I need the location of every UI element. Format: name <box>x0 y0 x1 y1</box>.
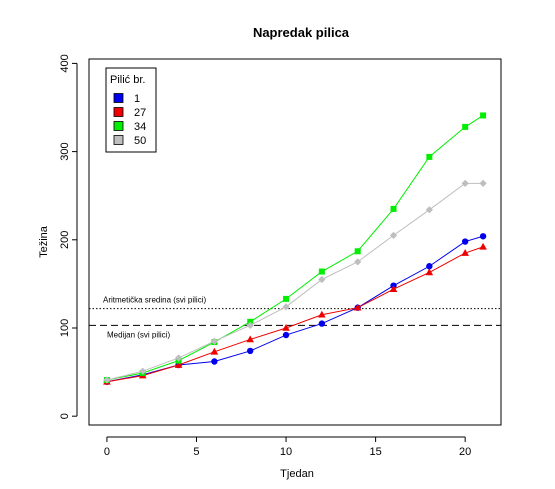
mean-line-label: Aritmetička sredina (svi pilici) <box>103 296 206 305</box>
data-point <box>246 335 255 343</box>
x-tick-label: 15 <box>369 446 381 458</box>
chart-title: Napredak pilica <box>253 25 350 40</box>
data-point <box>174 354 183 362</box>
series-line <box>106 182 484 381</box>
data-point <box>479 179 487 187</box>
y-tick-label: 400 <box>59 54 71 72</box>
y-tick-label: 0 <box>59 413 71 419</box>
x-tick-label: 5 <box>193 446 199 458</box>
data-point <box>318 275 326 284</box>
data-point <box>318 268 325 275</box>
y-tick-label: 100 <box>59 319 71 337</box>
reference-lines: Aritmetička sredina (svi pilici) Medijan … <box>89 296 501 339</box>
data-point <box>461 238 469 245</box>
data-point <box>283 295 290 302</box>
data-point <box>246 321 254 329</box>
data-point <box>247 347 254 355</box>
data-point <box>282 303 290 311</box>
data-point <box>210 337 218 345</box>
legend-label: 34 <box>134 121 146 133</box>
data-point <box>389 231 398 239</box>
legend-swatch <box>113 121 124 131</box>
legend-swatch <box>113 107 124 117</box>
data-point <box>390 205 397 212</box>
legend: Pilić br. 1 27 34 50 <box>105 67 157 153</box>
data-point <box>462 123 469 130</box>
data-point <box>479 242 487 250</box>
x-tick-label: 0 <box>104 446 110 458</box>
plot-area <box>88 58 502 426</box>
data-point <box>425 206 433 214</box>
data-point <box>479 233 487 240</box>
data-point <box>426 153 433 160</box>
y-tick-label: 300 <box>59 142 71 160</box>
data-point <box>354 248 361 255</box>
legend-swatch <box>113 93 124 103</box>
series-line <box>106 115 484 381</box>
series-34 <box>103 112 487 384</box>
y-axis: 0 100 200 300 400 <box>59 54 78 419</box>
data-point <box>461 179 469 187</box>
data-point <box>103 376 111 384</box>
x-axis: 0 5 10 15 20 <box>104 436 471 458</box>
data-point <box>318 320 326 327</box>
data-point <box>353 303 362 311</box>
x-tick-label: 10 <box>280 446 292 458</box>
legend-swatch <box>113 135 124 145</box>
legend-label: 50 <box>134 135 146 147</box>
data-point <box>426 263 433 270</box>
legend-label: 27 <box>134 107 146 119</box>
series-line <box>106 246 484 383</box>
y-tick-label: 200 <box>59 231 71 249</box>
data-point <box>210 347 219 355</box>
data-point <box>174 361 183 368</box>
data-point <box>211 358 218 365</box>
data-point <box>139 367 147 375</box>
y-axis-label: Težina <box>38 225 50 258</box>
legend-label: 1 <box>134 93 140 105</box>
x-axis-label: Tjedan <box>280 468 314 480</box>
median-line-label: Medijan (svi pilici) <box>107 330 170 339</box>
x-tick-label: 20 <box>459 446 471 458</box>
series-layer <box>103 112 487 385</box>
series-50 <box>103 179 487 384</box>
data-point <box>461 249 469 256</box>
data-point <box>318 310 326 318</box>
data-point <box>389 285 398 292</box>
data-point <box>480 112 487 119</box>
data-point <box>282 323 290 331</box>
data-point <box>282 331 290 339</box>
data-point <box>425 268 434 276</box>
legend-title: Pilić br. <box>110 74 145 86</box>
data-point <box>354 258 362 266</box>
